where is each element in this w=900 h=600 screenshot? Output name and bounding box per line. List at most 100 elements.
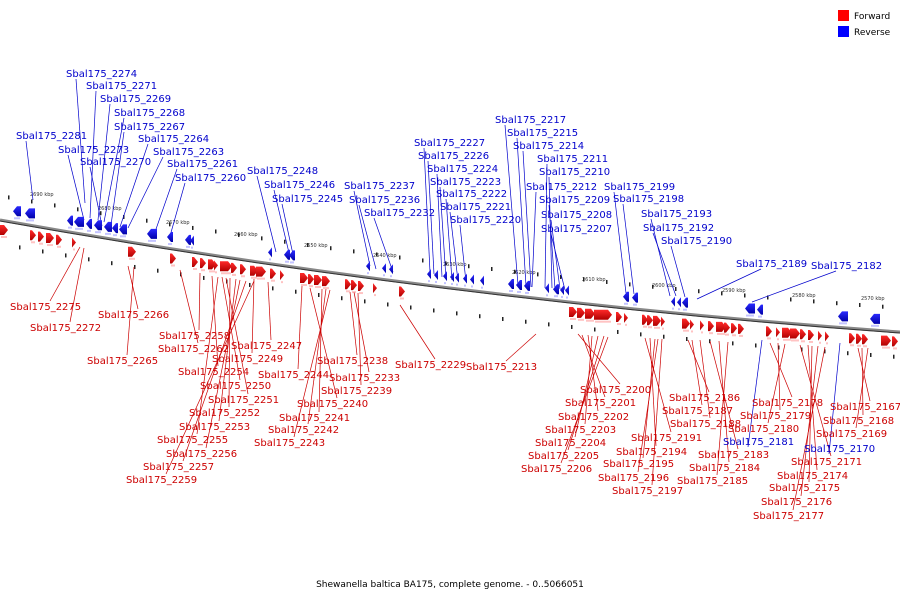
- forward-leader-line: [800, 345, 819, 497]
- forward-gene-label: Sbal175_2265: [87, 356, 158, 367]
- tick-mark: [514, 269, 516, 274]
- forward-gene-label: Sbal175_2241: [279, 413, 350, 424]
- forward-gene-label: Sbal175_2247: [231, 341, 302, 352]
- reverse-gene-arrow: [443, 271, 447, 282]
- reverse-gene-label: Sbal175_2264: [138, 134, 209, 145]
- scale-label: 2660 kbp: [234, 232, 258, 238]
- tick-mark: [192, 225, 194, 230]
- reverse-gene-label: Sbal175_2237: [344, 181, 415, 192]
- legend-reverse-label: Reverse: [854, 28, 891, 38]
- reverse-gene-arrow: [190, 235, 194, 246]
- gene-shadow: [105, 232, 111, 235]
- forward-gene-arrow: [322, 276, 330, 287]
- forward-gene-label: Sbal175_2252: [189, 408, 260, 419]
- reverse-gene-arrow: [25, 208, 35, 219]
- reverse-leader-line: [696, 268, 762, 300]
- forward-gene-label: Sbal175_2175: [769, 483, 840, 494]
- tick-mark: [318, 292, 320, 297]
- reverse-leader-line: [256, 175, 277, 253]
- tick-mark: [376, 252, 378, 257]
- gene-shadow: [732, 334, 736, 337]
- forward-gene-arrow: [624, 312, 628, 323]
- reverse-gene-label: Sbal175_2210: [539, 167, 610, 178]
- forward-gene-label: Sbal175_2188: [670, 419, 741, 430]
- gene-shadow: [75, 227, 83, 230]
- forward-leader-line: [584, 335, 593, 425]
- gene-shadow: [464, 284, 466, 287]
- gene-shadow: [777, 338, 779, 341]
- gene-shadow: [554, 295, 558, 298]
- forward-gene-label: Sbal175_2240: [297, 399, 368, 410]
- gene-shadow: [672, 307, 674, 310]
- reverse-leader-line: [531, 191, 537, 288]
- forward-leader-line: [807, 344, 818, 471]
- tick-mark: [847, 351, 849, 356]
- reverse-gene-label: Sbal175_2211: [537, 154, 608, 165]
- tick-mark: [364, 299, 366, 304]
- tick-mark: [560, 274, 562, 279]
- reverse-gene-arrow: [463, 273, 467, 284]
- gene-shadow: [73, 248, 75, 251]
- forward-leader-line: [691, 339, 703, 406]
- tick-mark: [686, 337, 688, 341]
- forward-leader-line: [228, 277, 231, 408]
- reverse-leader-line: [747, 339, 763, 448]
- reverse-leader-line: [613, 191, 627, 294]
- tick-mark: [882, 304, 884, 309]
- forward-gene-arrow: [170, 253, 176, 264]
- forward-gene-label: Sbal175_2196: [598, 473, 669, 484]
- gene-shadow: [374, 294, 376, 297]
- tick-mark: [353, 249, 355, 254]
- forward-gene-arrow: [766, 326, 772, 337]
- forward-gene-arrow: [270, 268, 276, 279]
- forward-gene-arrow: [30, 230, 36, 241]
- reverse-leader-line: [373, 217, 394, 273]
- tick-mark: [54, 203, 56, 208]
- forward-gene-label: Sbal175_2239: [321, 386, 392, 397]
- tick-mark: [399, 255, 401, 260]
- tick-mark: [778, 345, 780, 350]
- gene-shadow: [561, 295, 563, 298]
- reverse-leader-line: [504, 124, 519, 286]
- gene-shadow: [709, 332, 713, 335]
- forward-gene-label: Sbal175_2213: [466, 362, 537, 373]
- forward-leader-line: [179, 269, 199, 344]
- gene-shadow: [871, 324, 879, 327]
- gene-shadow: [47, 244, 53, 247]
- reverse-gene-arrow: [94, 220, 102, 231]
- gene-shadow: [400, 297, 404, 300]
- scale-label: 2620 kbp: [512, 270, 536, 276]
- gene-shadow: [168, 243, 172, 246]
- gene-shadow: [678, 308, 680, 311]
- forward-gene-label: Sbal175_2167: [830, 402, 900, 413]
- reverse-gene-label: Sbal175_2214: [513, 141, 584, 152]
- reverse-gene-arrow: [455, 272, 459, 283]
- forward-gene-arrow: [314, 274, 322, 285]
- reverse-leader-line: [548, 176, 553, 289]
- scale-label: 2610 kbp: [582, 277, 606, 283]
- tick-mark: [445, 261, 447, 266]
- gene-shadow: [617, 323, 621, 326]
- tick-mark: [548, 322, 550, 327]
- reverse-gene-arrow: [632, 292, 638, 303]
- gene-shadow: [68, 226, 72, 229]
- forward-leader-line: [769, 342, 793, 398]
- forward-gene-label: Sbal175_2202: [558, 412, 629, 423]
- forward-leader-line: [699, 339, 711, 419]
- forward-gene-labels: Sbal175_2275 Sbal175_2272 Sbal175_2266 Sbal…: [10, 302, 900, 522]
- reverse-gene-arrow: [185, 234, 191, 245]
- forward-leader-line: [267, 281, 272, 341]
- reverse-gene-arrow: [289, 250, 295, 261]
- forward-gene-arrow: [220, 261, 232, 272]
- scale-label: 2600 kbp: [652, 283, 676, 289]
- tick-mark: [422, 258, 424, 263]
- gene-shadow: [315, 285, 321, 288]
- forward-gene-label: Sbal175_2258: [159, 331, 230, 342]
- forward-gene-label: Sbal175_2262: [158, 344, 229, 355]
- reverse-leader-line: [427, 160, 435, 275]
- gene-shadow: [717, 332, 725, 335]
- reverse-leader-line: [127, 156, 164, 229]
- reverse-gene-arrow: [284, 249, 290, 260]
